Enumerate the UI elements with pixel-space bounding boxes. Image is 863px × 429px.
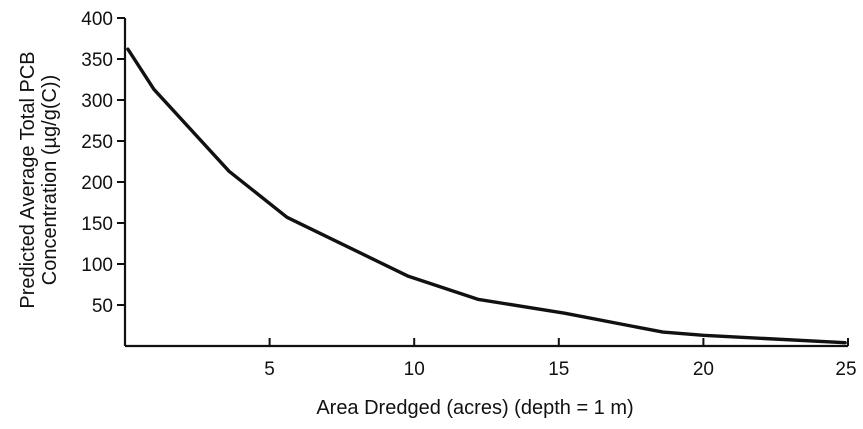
y-tick-label: 150 [81,214,113,235]
x-axis-ticks: 5 10 15 20 25 [264,338,857,380]
x-tick-label: 10 [404,359,425,380]
y-tick-label: 50 [92,296,113,317]
y-axis-title-line2: Concentration (µg/g(C)) [39,75,61,286]
plot-area: 50 100 150 200 250 300 350 400 5 10 15 20 25 [81,9,856,380]
x-tick-label: 5 [264,359,275,380]
y-axis-ticks: 50 100 150 200 250 300 350 400 [81,9,125,317]
x-tick-label: 15 [548,359,569,380]
x-axis-title: Area Dredged (acres) (depth = 1 m) [316,397,633,419]
series-line [126,47,847,345]
y-tick-label: 250 [81,132,113,153]
y-tick-label: 100 [81,255,113,276]
y-axis-title-line1: Predicted Average Total PCB [17,51,39,308]
y-tick-label: 400 [81,9,113,30]
y-tick-label: 350 [81,50,113,71]
y-tick-label: 300 [81,91,113,112]
x-tick-label: 20 [693,359,714,380]
y-tick-label: 200 [81,173,113,194]
x-tick-label: 25 [835,359,856,380]
